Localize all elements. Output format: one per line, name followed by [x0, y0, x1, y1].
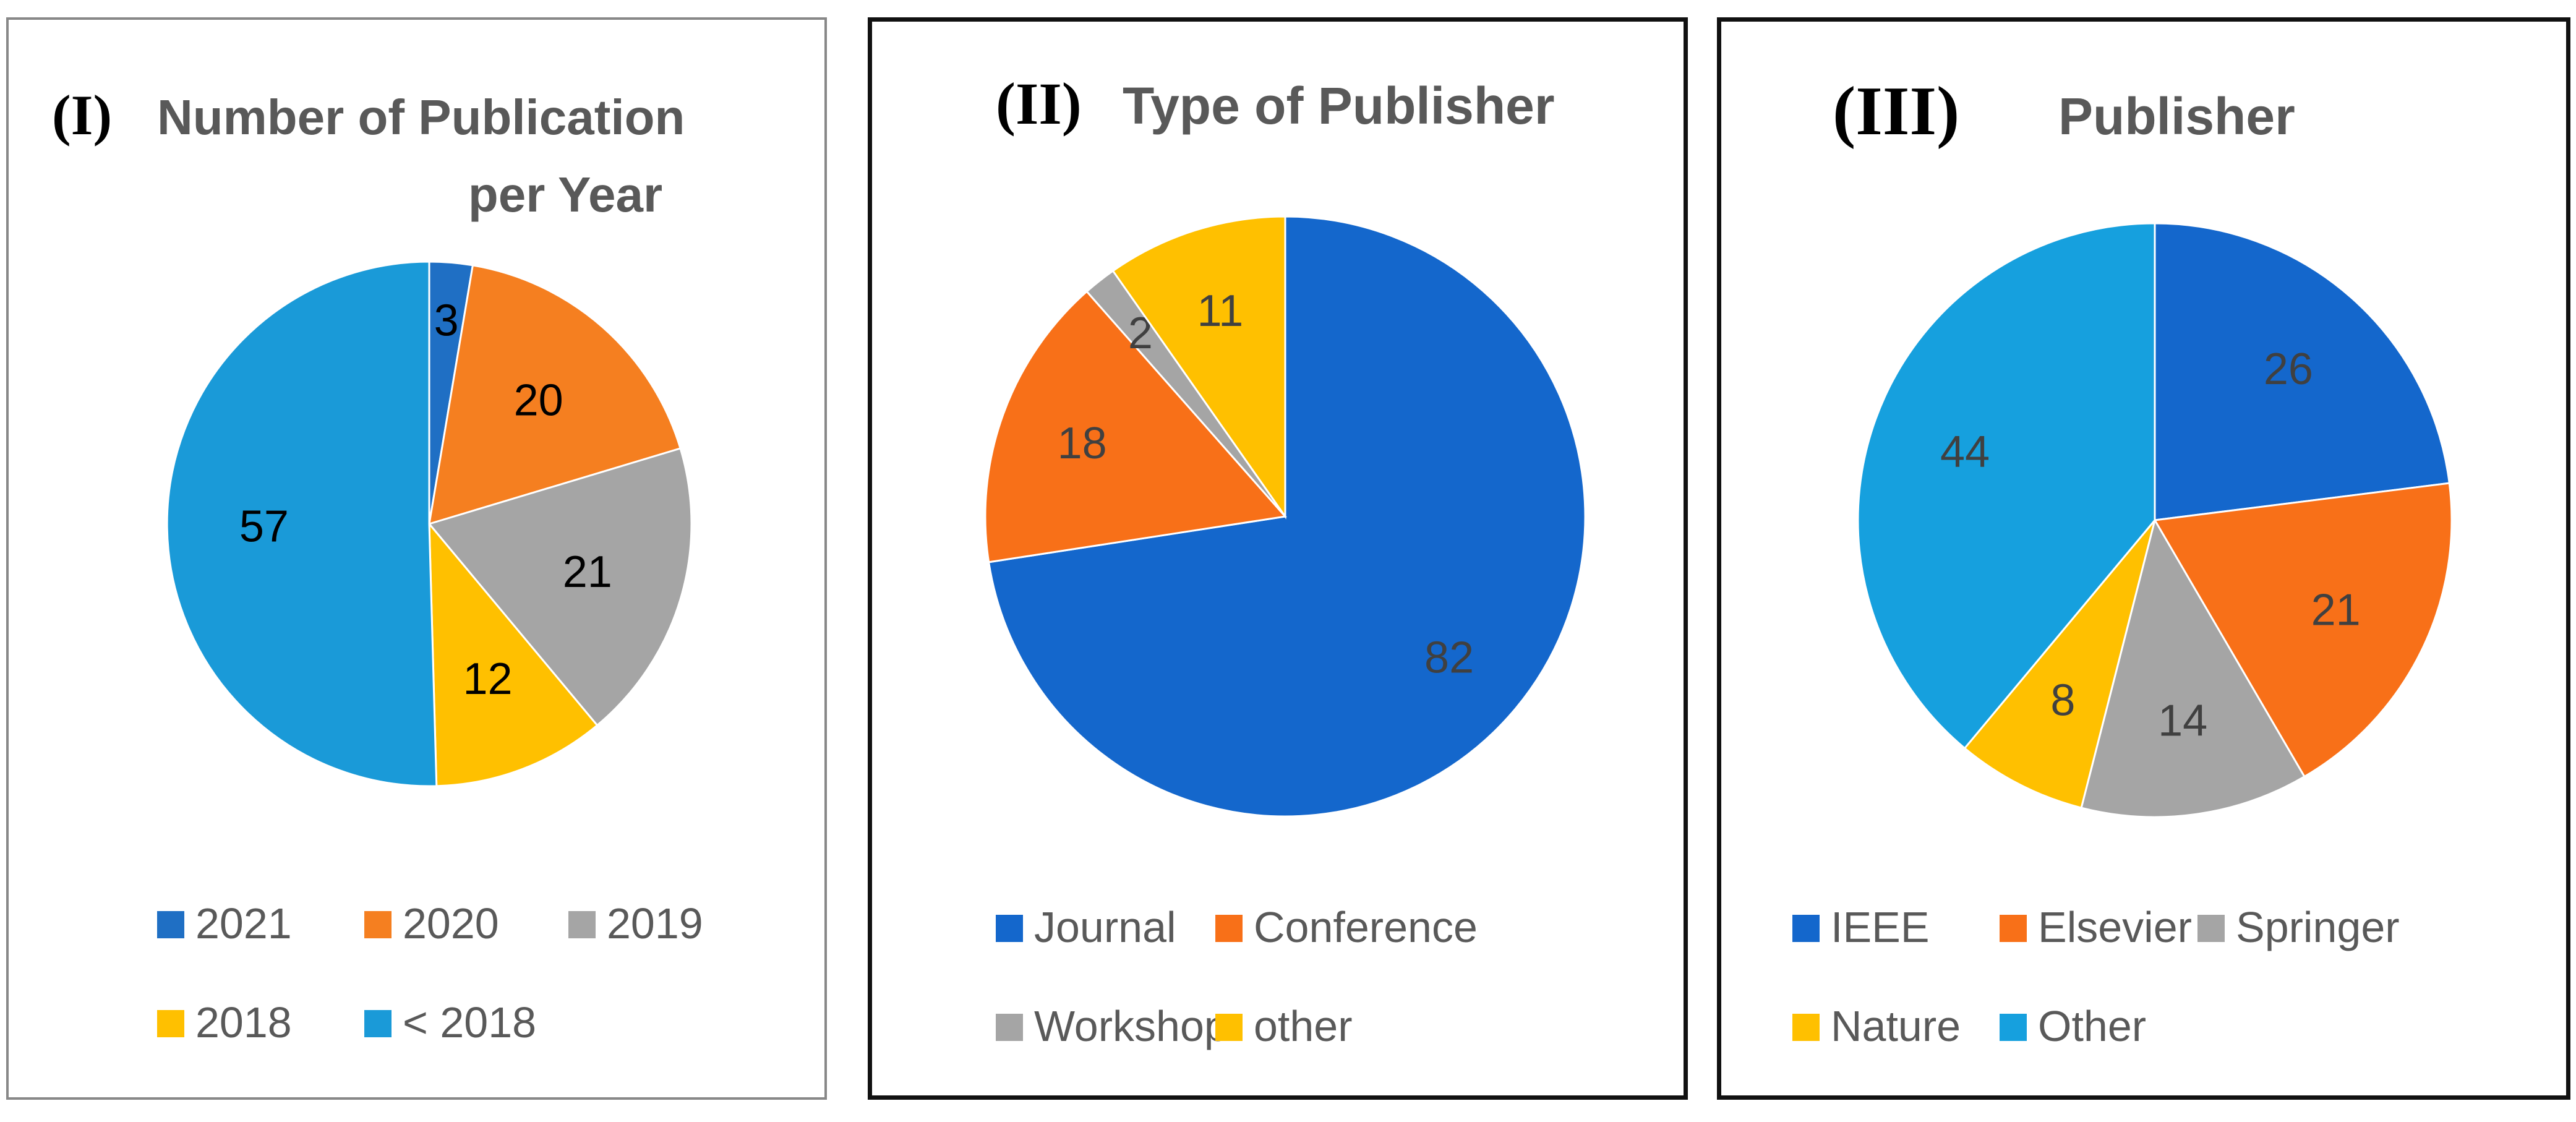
pie-slice-other [1111, 215, 1286, 520]
legend-swatch-lt-2018 [364, 1010, 392, 1037]
pie-slice-2020 [428, 264, 682, 526]
chart-title-number: (I) [52, 84, 112, 147]
legend-label-workshop: Workshop [1034, 1002, 1228, 1050]
legend-label-ieee: IEEE [1831, 903, 1930, 951]
data-label-ieee: 26 [2264, 345, 2313, 394]
data-label-elsevier: 21 [2311, 586, 2361, 635]
legend-swatch-nature [1792, 1014, 1820, 1041]
chart-panel-publisher: (III) Publisher 26 21 14 8 44 IEEE Elsevier Sprin… [1717, 17, 2570, 1100]
pie-slice-springer [2080, 518, 2306, 818]
legend-label-elsevier: Elsevier [2038, 903, 2192, 951]
data-label-other: 44 [1940, 427, 1990, 477]
pie-slice-other [1857, 222, 2156, 750]
legend-swatch-2019 [568, 911, 596, 938]
pie-slice-2018 [428, 521, 599, 787]
legend-label-2021: 2021 [195, 899, 292, 948]
legend-label-conference: Conference [1254, 903, 1478, 951]
legend-label-2018: 2018 [195, 998, 292, 1047]
legend-swatch-elsevier [2000, 915, 2027, 942]
legend-label-springer: Springer [2236, 903, 2400, 951]
data-label-2020: 20 [514, 376, 563, 426]
chart-title-line: per Year [468, 167, 662, 222]
legend-swatch-other [2000, 1014, 2027, 1041]
legend-swatch-other [1215, 1014, 1243, 1041]
pie-slice-2019 [427, 447, 693, 727]
data-label-conference: 18 [1058, 419, 1107, 468]
pie-slice-journal [987, 215, 1586, 818]
legend-swatch-workshop [996, 1014, 1023, 1041]
pie-slice-ieee [2154, 222, 2450, 521]
pie-chart-publisher: (III) Publisher 26 21 14 8 44 IEEE Elsevier Sprin… [1792, 73, 2453, 1050]
legend-swatch-ieee [1792, 915, 1820, 942]
legend-swatch-2020 [364, 911, 392, 938]
legend-swatch-journal [996, 915, 1023, 942]
legend-swatch-2021 [157, 911, 184, 938]
legend-label-other: other [1254, 1002, 1353, 1050]
legend-label-2020: 2020 [403, 899, 499, 948]
chart-title-number: (III) [1833, 73, 1959, 150]
pie-slice-elsevier [2153, 482, 2453, 778]
legend-swatch-springer [2197, 915, 2225, 942]
data-label-2021: 3 [434, 296, 459, 345]
chart-title-line: Number of Publication [157, 90, 685, 145]
data-label-journal: 82 [1424, 633, 1474, 682]
legend-swatch-2018 [157, 1010, 184, 1037]
chart-panel-publications-per-year: (I) Number of Publication per Year 3 20 21 12 5… [6, 17, 827, 1100]
legend-label-2019: 2019 [607, 899, 703, 948]
legend-label-other: Other [2038, 1002, 2146, 1050]
legend-label-lt-2018: < 2018 [403, 998, 536, 1047]
chart-title-line: Type of Publisher [1123, 77, 1555, 135]
pie-slice-conference [984, 290, 1287, 563]
legend-swatch-conference [1215, 915, 1243, 942]
legend-label-journal: Journal [1034, 903, 1176, 951]
data-label-other: 11 [1197, 286, 1244, 336]
pie-slice-lt-2018 [166, 260, 438, 787]
data-label-springer: 14 [2158, 696, 2207, 745]
chart-panel-type-of-publisher: (II) Type of Publisher 82 18 2 11 Journal Confe… [868, 17, 1688, 1100]
chart-title-number: (II) [996, 71, 1082, 137]
data-label-nature: 8 [2050, 676, 2075, 726]
legend-label-nature: Nature [1831, 1002, 1961, 1050]
data-label-lt-2018: 57 [239, 502, 289, 552]
data-label-2018: 12 [463, 654, 512, 704]
data-label-2019: 21 [563, 547, 612, 597]
pie-slice-nature [1963, 520, 2156, 809]
chart-title-line: Publisher [2058, 87, 2295, 145]
